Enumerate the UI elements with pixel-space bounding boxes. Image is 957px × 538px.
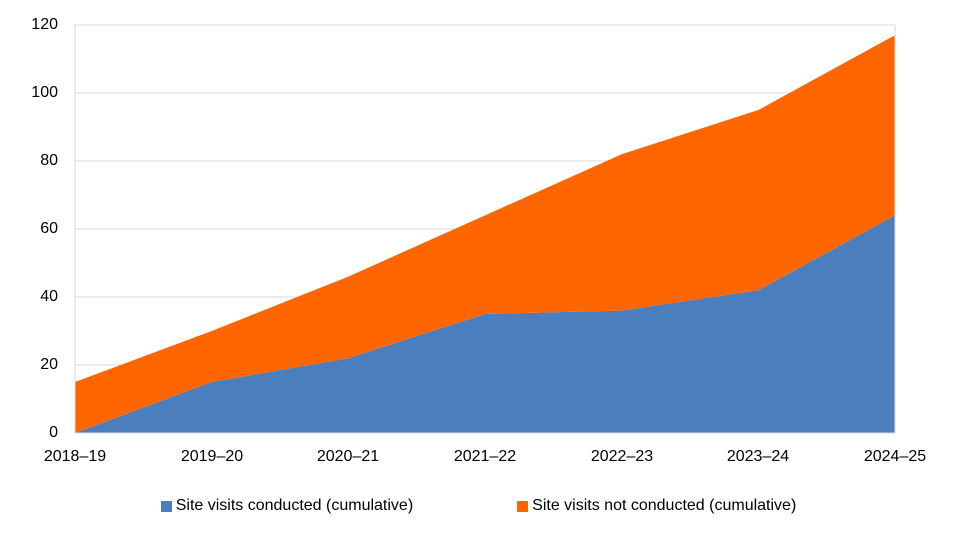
legend-label-conducted: Site visits conducted (cumulative)	[175, 497, 414, 514]
chart-legend: Site visits conducted (cumulative) Site …	[0, 496, 957, 516]
y-axis-tick-label: 60	[40, 220, 58, 237]
area-series-1	[75, 35, 895, 433]
x-axis-tick-label: 2018–19	[43, 448, 107, 465]
y-axis-tick-label: 0	[49, 424, 58, 441]
legend-item-conducted: Site visits conducted (cumulative)	[160, 496, 414, 516]
area-series-0	[75, 215, 895, 433]
conducted-series-swatch-icon	[160, 500, 172, 512]
y-axis-tick-label: 80	[40, 152, 58, 169]
y-axis-tick-label: 40	[40, 288, 58, 305]
legend-item-not-conducted: Site visits not conducted (cumulative)	[517, 496, 796, 516]
x-axis-tick-label: 2023–24	[726, 448, 790, 465]
not-conducted-series-swatch-icon	[517, 500, 529, 512]
x-axis-tick-label: 2020–21	[316, 448, 380, 465]
plot-border	[74, 24, 896, 434]
y-axis-tick-label: 100	[31, 84, 58, 101]
x-axis-tick-label: 2024–25	[863, 448, 927, 465]
x-axis-tick-label: 2021–22	[453, 448, 517, 465]
legend-label-not-conducted: Site visits not conducted (cumulative)	[532, 497, 797, 514]
x-axis-tick-label: 2019–20	[180, 448, 244, 465]
x-axis-tick-label: 2022–23	[590, 448, 654, 465]
y-axis-tick-label: 20	[40, 356, 58, 373]
y-axis-tick-label: 120	[31, 16, 58, 33]
